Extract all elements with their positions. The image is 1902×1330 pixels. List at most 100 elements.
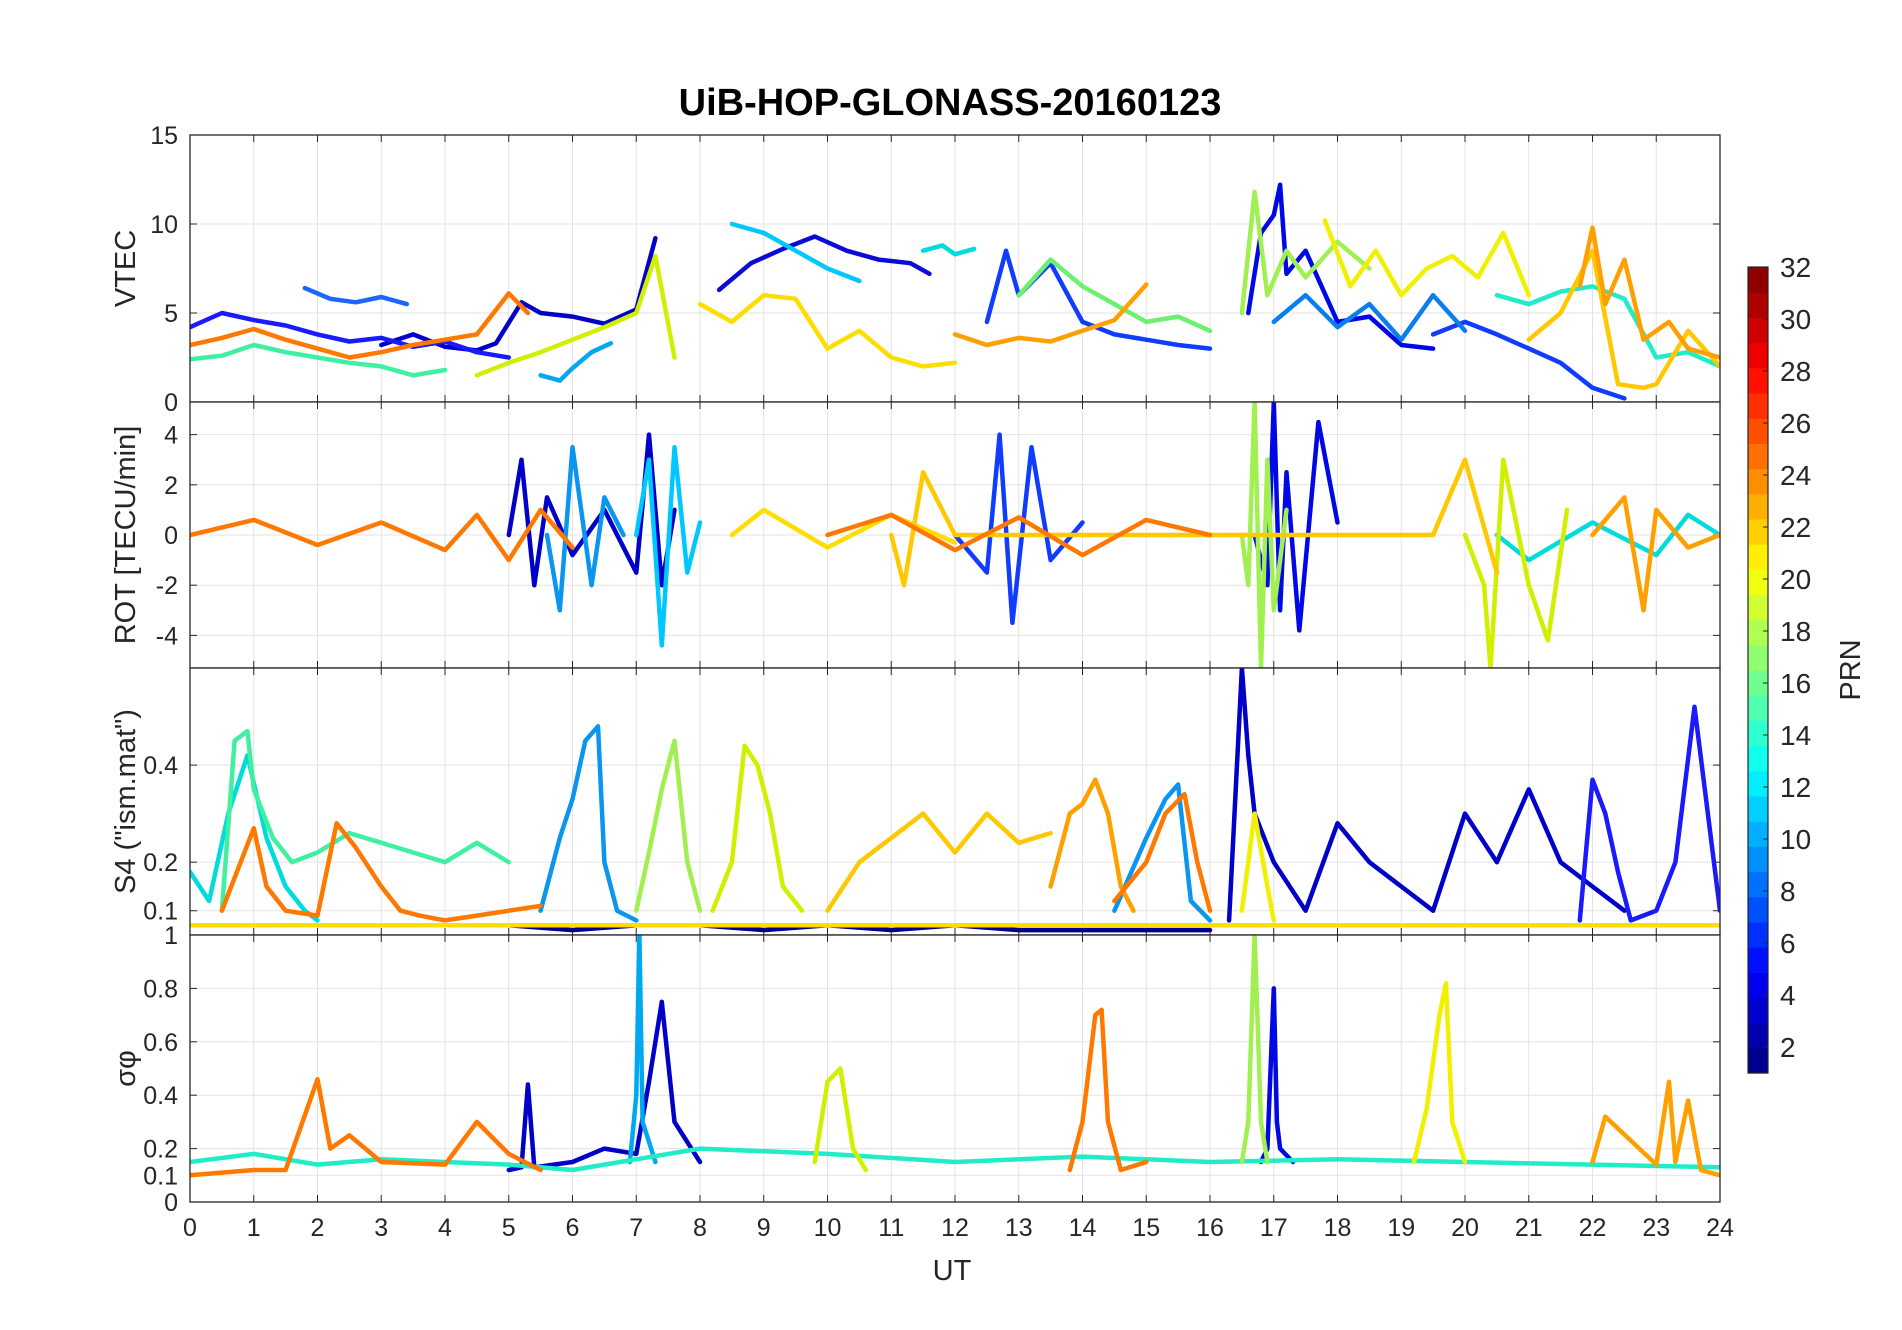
colorbar-segment [1748, 695, 1768, 721]
series-line-prn-17 [634, 738, 703, 913]
y-tick-label: 5 [164, 300, 178, 328]
series-line-prn-17 [1239, 935, 1270, 1165]
series-line-prn-6 [984, 248, 1213, 351]
series-group-rot [190, 402, 1720, 668]
series-line-prn-2 [506, 432, 677, 588]
series-line-prn-23 [1577, 225, 1720, 360]
x-tick-label: 18 [1324, 1214, 1352, 1242]
colorbar-segment [1748, 871, 1768, 898]
colorbar-segment [1748, 947, 1768, 973]
chart-title: UiB-HOP-GLONASS-20160123 [679, 82, 1222, 124]
x-tick-label: 24 [1706, 1214, 1734, 1242]
y-axis-label-vtec: VTEC [110, 230, 142, 307]
y-tick-label: 10 [150, 211, 178, 239]
colorbar-segment [1748, 821, 1768, 847]
colorbar-tick-label: 24 [1780, 460, 1811, 491]
y-tick-label: 0.2 [143, 849, 178, 877]
colorbar-segment [1748, 418, 1768, 444]
x-tick-label: 3 [374, 1214, 388, 1242]
series-line-prn-25 [1112, 791, 1213, 913]
colorbar-segment [1748, 544, 1768, 570]
colorbar-segment [1748, 317, 1768, 344]
y-tick-label: 0.1 [143, 898, 178, 926]
colorbar-tick-label: 6 [1780, 928, 1796, 959]
series-line-prn-5 [1577, 704, 1720, 923]
series-line-prn-25 [190, 507, 575, 563]
colorbar-segment [1748, 795, 1768, 822]
panel-vtec: 0 5 10 15 VTEC [110, 122, 1721, 417]
series-line-prn-17 [1239, 402, 1289, 668]
colorbar-tick-label: 16 [1780, 668, 1811, 699]
series-line-prn-19 [710, 743, 805, 913]
series-line-prn-22 [889, 457, 1500, 588]
series-line-prn-19 [1462, 457, 1570, 668]
series-line-prn-14 [190, 1146, 1720, 1173]
series-line-prn-16 [1016, 257, 1213, 334]
colorbar-label: PRN [1835, 639, 1867, 700]
series-line-prn-2 [1226, 668, 1627, 923]
y-axis-label-s4: S4 ("ism.mat") [110, 709, 142, 894]
x-tick-label: 11 [878, 1214, 904, 1242]
colorbar-segment [1748, 342, 1768, 369]
series-line-prn-12 [634, 444, 703, 648]
series-line-prn-15 [190, 342, 448, 378]
x-tick-label: 13 [1005, 1214, 1033, 1242]
y-tick-label: 15 [150, 122, 178, 150]
y-tick-label: 4 [164, 422, 178, 450]
series-line-prn-8 [302, 285, 410, 307]
colorbar-tick-label: 12 [1780, 772, 1811, 803]
colorbar-tick-label: 30 [1780, 304, 1811, 335]
y-tick-label: 0.4 [143, 1082, 178, 1110]
colorbar-segment [1748, 518, 1768, 545]
series-line-prn-15 [219, 728, 512, 913]
colorbar-tick-label: 22 [1780, 512, 1811, 543]
panel-sigma: 00.10.2 0.4 0.6 0.8 1 σφ [110, 922, 1721, 1217]
x-tick-labels: 0 1 2 3 4 5 6 7 8 9 10 11 12 13 14 15 16 17 18 19 20 21 22 23 24 [183, 1214, 1734, 1242]
y-tick-label: 2 [164, 472, 178, 500]
series-line-prn-2 [506, 999, 703, 1173]
colorbar-segment [1748, 468, 1768, 495]
series-line-prn-22 [825, 811, 1053, 913]
series-line-prn-9 [1271, 292, 1468, 342]
y-tick-label: 0.4 [143, 752, 178, 780]
series-line-prn-12 [729, 221, 862, 284]
colorbar-segment [1748, 292, 1768, 318]
colorbar-tick-label: 10 [1780, 824, 1811, 855]
x-tick-label: 4 [438, 1214, 452, 1242]
colorbar-tick-label: 8 [1780, 876, 1796, 907]
series-group-vtec [190, 182, 1720, 401]
plot-frame-sigma [189, 934, 1721, 1203]
series-line-prn-10 [1112, 782, 1213, 923]
x-tick-label: 0 [183, 1214, 197, 1242]
series-line-prn-25 [190, 1076, 543, 1178]
series-line-prn-23 [1590, 495, 1720, 613]
x-tick-label: 7 [629, 1214, 643, 1242]
x-tick-label: 16 [1196, 1214, 1224, 1242]
y-tick-label: 0 [164, 389, 178, 417]
x-tick-label: 9 [757, 1214, 771, 1242]
x-tick-label: 15 [1132, 1214, 1160, 1242]
series-group-sigma [190, 935, 1720, 1178]
colorbar-frame [1747, 266, 1769, 1074]
colorbar-tick-label: 20 [1780, 564, 1811, 595]
series-line-prn-25 [219, 821, 543, 923]
colorbar-segment [1748, 670, 1768, 696]
y-tick-label: 0 [164, 1189, 178, 1217]
series-line-prn-5 [190, 310, 512, 360]
series-line-prn-3 [716, 234, 932, 293]
x-tick-label: 20 [1451, 1214, 1479, 1242]
x-tick-label: 21 [1515, 1214, 1543, 1242]
y-axis-label-rot: ROT [TECU/min] [110, 426, 142, 645]
colorbar-segment [1748, 392, 1768, 419]
colorbar-segment [1748, 493, 1768, 520]
series-line-prn-13 [920, 243, 977, 257]
panel-s4: 0.1 0.2 0.4S4 ("ism.mat") [110, 667, 1721, 936]
colorbar-tick-label: 32 [1780, 252, 1811, 283]
x-tick-label: 23 [1642, 1214, 1670, 1242]
y-tick-label: 0.6 [143, 1029, 178, 1057]
x-tick-label: 6 [566, 1214, 580, 1242]
colorbar-segment [1748, 770, 1768, 797]
series-line-prn-11 [627, 935, 658, 1165]
